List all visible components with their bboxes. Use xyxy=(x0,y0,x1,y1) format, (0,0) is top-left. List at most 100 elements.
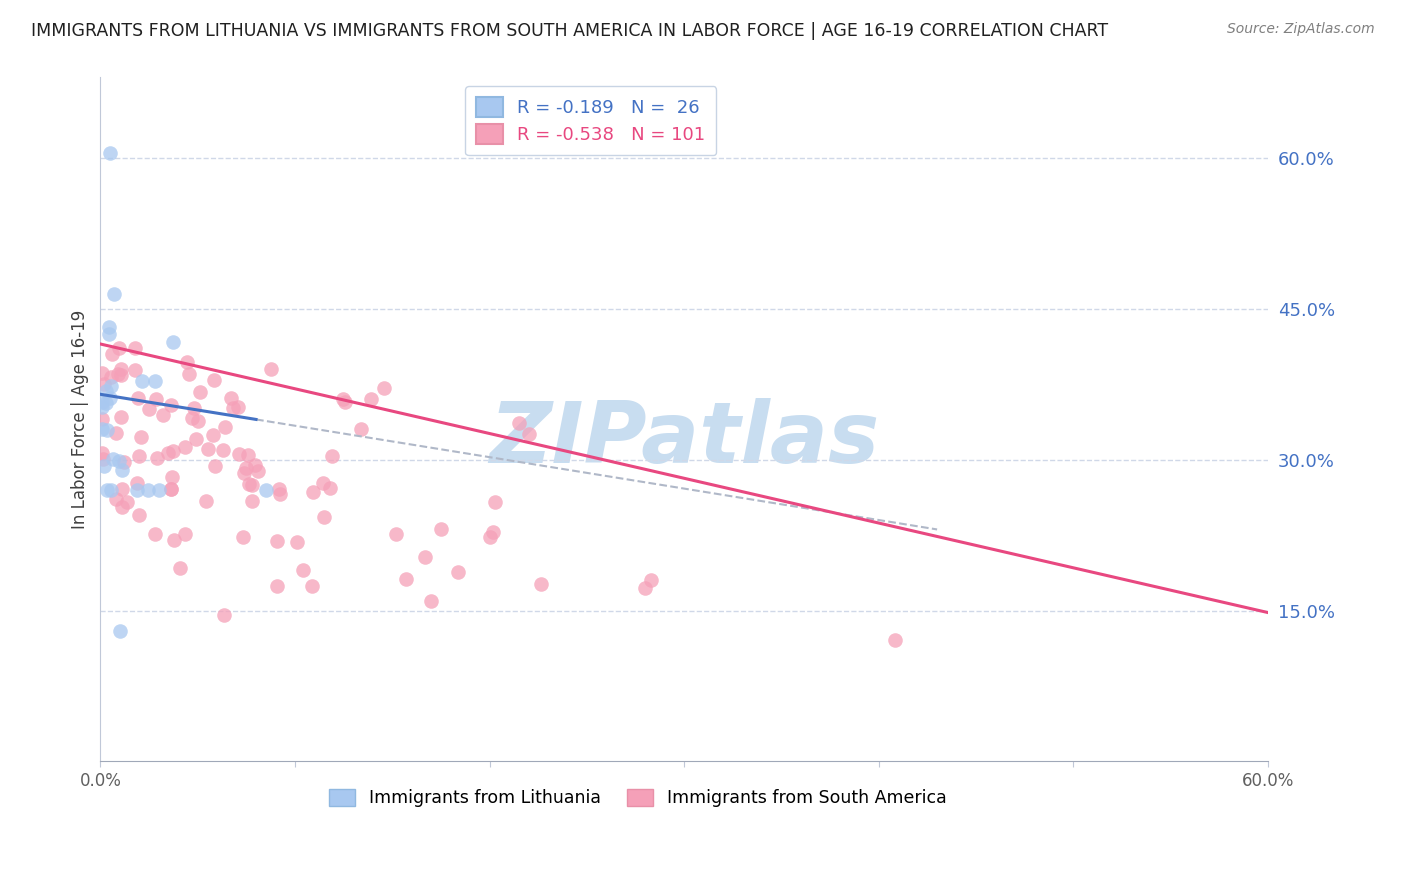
Point xyxy=(197,442,219,456)
Point xyxy=(183,401,205,416)
Point xyxy=(333,395,356,409)
Point xyxy=(91,395,114,409)
Point xyxy=(174,527,197,541)
Point xyxy=(152,408,174,422)
Point xyxy=(202,428,225,442)
Point xyxy=(269,487,291,501)
Point xyxy=(110,368,132,382)
Point xyxy=(238,476,260,491)
Point xyxy=(517,426,540,441)
Point xyxy=(212,608,235,623)
Point xyxy=(100,370,122,384)
Point xyxy=(240,493,263,508)
Point xyxy=(222,401,245,416)
Point xyxy=(242,478,264,492)
Point xyxy=(129,429,152,443)
Point xyxy=(103,451,125,466)
Point xyxy=(91,446,114,460)
Point xyxy=(321,449,343,463)
Point xyxy=(314,510,336,524)
Point xyxy=(148,483,170,497)
Point xyxy=(395,573,418,587)
Point xyxy=(634,581,657,595)
Point xyxy=(156,446,179,460)
Point xyxy=(482,525,505,540)
Y-axis label: In Labor Force | Age 16-19: In Labor Force | Age 16-19 xyxy=(72,310,89,529)
Point xyxy=(159,399,181,413)
Point xyxy=(285,535,308,549)
Point xyxy=(266,534,288,549)
Point xyxy=(143,527,166,541)
Point xyxy=(312,476,335,491)
Point xyxy=(228,447,250,461)
Point xyxy=(319,481,342,495)
Point xyxy=(202,374,225,388)
Point xyxy=(117,494,139,508)
Point xyxy=(180,410,202,425)
Point xyxy=(302,484,325,499)
Point xyxy=(447,566,470,580)
Point xyxy=(96,423,118,437)
Point xyxy=(124,341,146,355)
Point xyxy=(162,444,184,458)
Point xyxy=(91,400,114,414)
Point xyxy=(112,455,135,469)
Point xyxy=(430,522,453,536)
Point xyxy=(332,392,354,407)
Point xyxy=(105,425,128,440)
Point xyxy=(127,391,149,405)
Point xyxy=(111,500,134,515)
Point xyxy=(484,494,506,508)
Point xyxy=(98,327,121,342)
Point xyxy=(373,381,395,395)
Point xyxy=(138,402,160,417)
Point xyxy=(108,624,131,638)
Point xyxy=(212,442,235,457)
Text: IMMIGRANTS FROM LITHUANIA VS IMMIGRANTS FROM SOUTH AMERICA IN LABOR FORCE | AGE : IMMIGRANTS FROM LITHUANIA VS IMMIGRANTS … xyxy=(31,22,1108,40)
Point xyxy=(94,395,117,409)
Point xyxy=(96,483,118,497)
Point xyxy=(138,483,160,497)
Point xyxy=(214,420,236,434)
Point xyxy=(160,482,183,496)
Point xyxy=(195,493,218,508)
Point xyxy=(124,363,146,377)
Point xyxy=(97,319,120,334)
Point xyxy=(163,533,186,548)
Point xyxy=(93,458,115,473)
Point xyxy=(110,361,132,376)
Point xyxy=(110,409,132,424)
Point xyxy=(349,422,371,436)
Point xyxy=(188,384,211,399)
Point xyxy=(125,476,148,491)
Point xyxy=(174,440,197,454)
Point xyxy=(101,347,124,361)
Point xyxy=(360,392,382,406)
Point xyxy=(221,391,243,405)
Point xyxy=(245,458,267,472)
Point xyxy=(111,463,134,477)
Text: Source: ZipAtlas.com: Source: ZipAtlas.com xyxy=(1227,22,1375,37)
Point xyxy=(419,594,441,608)
Point xyxy=(108,454,131,468)
Point xyxy=(145,392,167,406)
Point xyxy=(291,564,314,578)
Point xyxy=(269,483,291,497)
Point xyxy=(235,461,257,475)
Point xyxy=(508,416,530,430)
Point xyxy=(91,411,114,425)
Point xyxy=(160,483,183,497)
Point xyxy=(127,483,149,497)
Point xyxy=(478,530,501,544)
Point xyxy=(94,384,117,398)
Point xyxy=(177,367,200,381)
Point xyxy=(110,482,132,496)
Point xyxy=(236,448,259,462)
Point xyxy=(232,530,254,544)
Point xyxy=(384,526,406,541)
Point xyxy=(131,374,153,388)
Point xyxy=(176,355,198,369)
Point xyxy=(128,449,150,463)
Point xyxy=(100,379,122,393)
Point xyxy=(301,579,323,593)
